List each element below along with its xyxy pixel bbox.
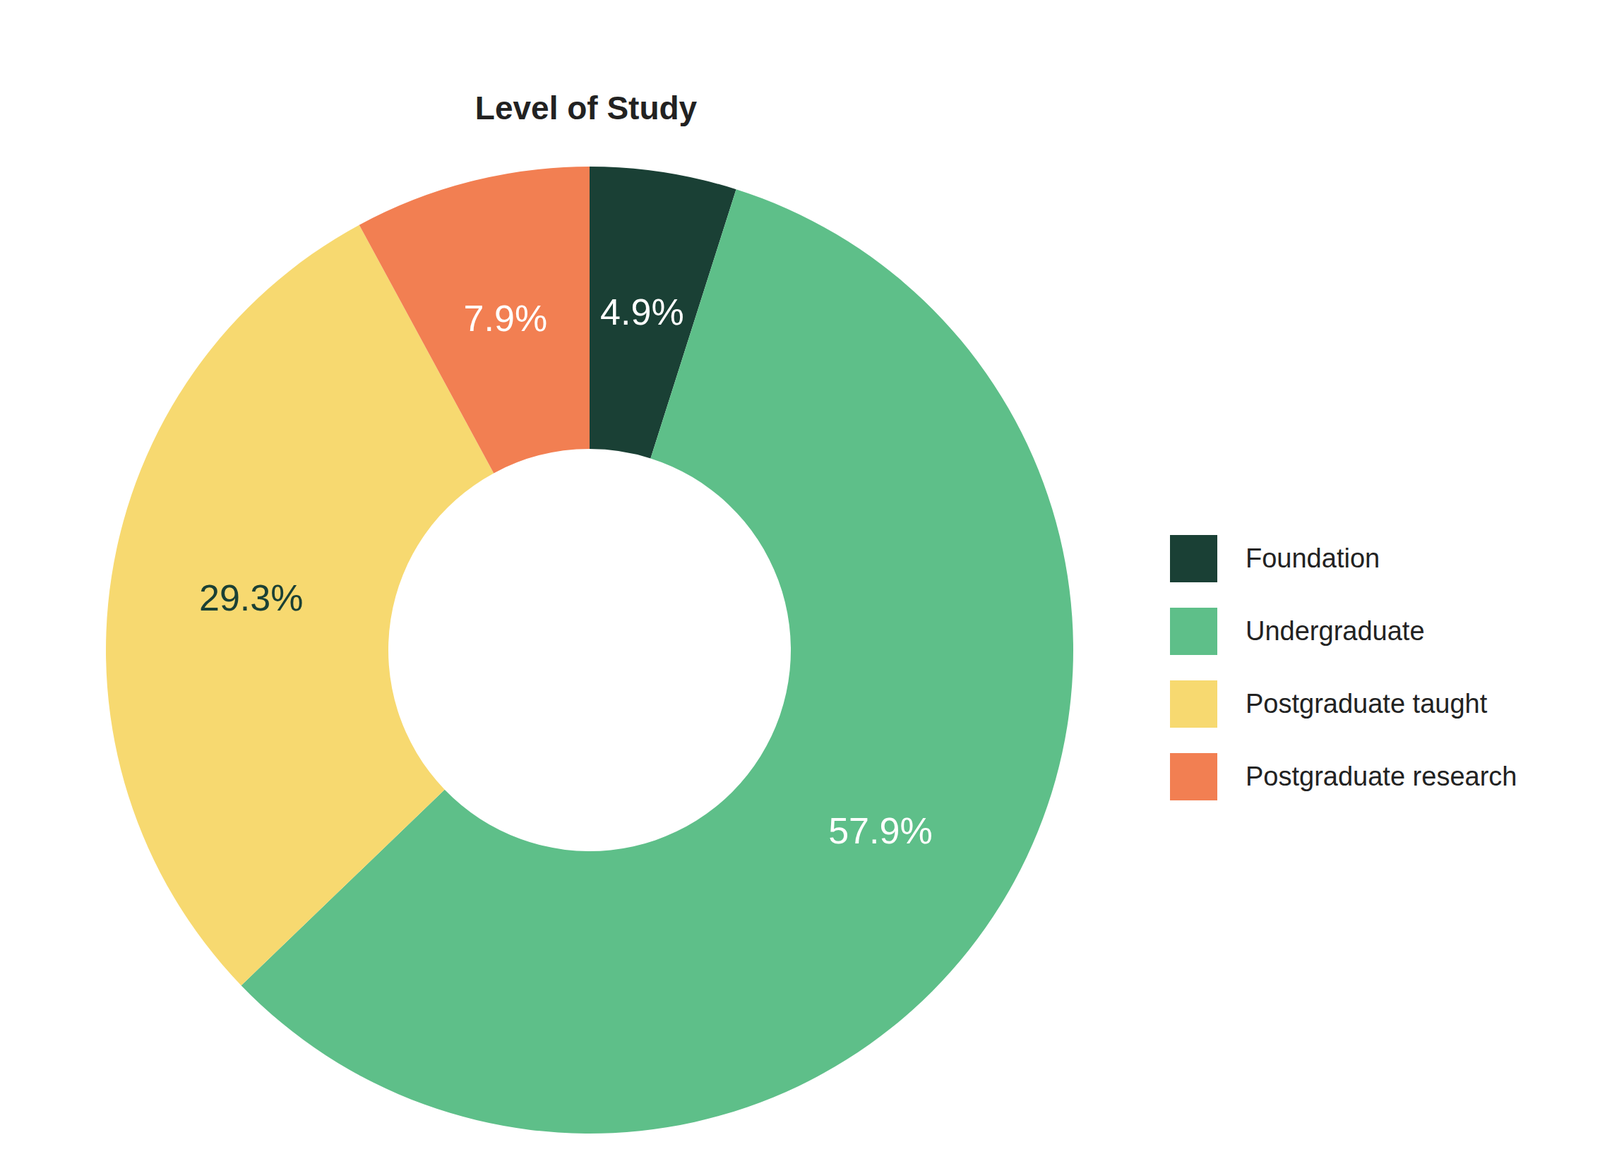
- html-text:Foundation: Foundation: [1245, 543, 1380, 574]
- html-text:Postgraduate taught: Postgraduate taught: [1245, 689, 1488, 719]
- svg-text:57.9%: 57.9%: [828, 810, 933, 852]
- svg-text:7.9%: 7.9%: [463, 297, 548, 339]
- svg-text:4.9%: 4.9%: [600, 291, 685, 333]
- html-text:Postgraduate research: Postgraduate research: [1245, 761, 1518, 792]
- html-text:Undergraduate: Undergraduate: [1245, 616, 1425, 647]
- svg-text:29.3%: 29.3%: [199, 577, 303, 619]
- html-text:Level of Study: Level of Study: [475, 89, 698, 127]
